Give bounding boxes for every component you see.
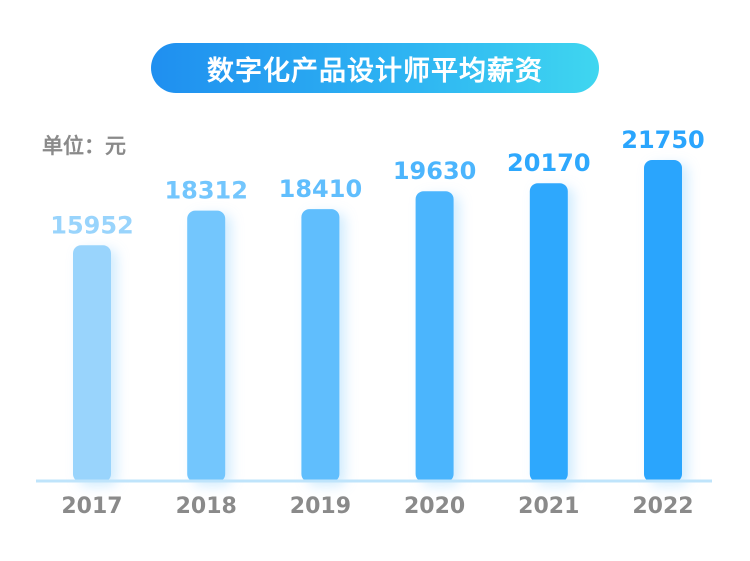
value-label-2018: 18312 <box>164 177 248 205</box>
x-tick-label-2018: 2018 <box>176 494 237 519</box>
x-tick-label-2021: 2021 <box>518 494 579 519</box>
x-tick-label-2019: 2019 <box>290 494 351 519</box>
bar-2020 <box>415 191 454 482</box>
chart-title-banner: 数字化产品设计师平均薪资 <box>151 43 599 93</box>
unit-label: 单位：元 <box>42 134 126 158</box>
bar-2017 <box>73 245 111 482</box>
value-label-2022: 21750 <box>621 126 705 154</box>
value-label-2020: 19630 <box>393 157 477 185</box>
value-labels-layer: 15952 18312 18410 19630 20170 21750 <box>50 126 705 239</box>
bars-layer <box>73 160 682 482</box>
x-tick-label-2022: 2022 <box>632 494 693 519</box>
bar-2021 <box>529 183 568 482</box>
bar-2022 <box>644 160 682 482</box>
value-label-2019: 18410 <box>279 175 363 203</box>
value-label-2017: 15952 <box>50 211 134 239</box>
x-tick-labels-layer: 2017 2018 2019 2020 2021 2022 <box>61 494 693 519</box>
x-tick-label-2020: 2020 <box>404 494 465 519</box>
bar-2018 <box>187 210 226 482</box>
bar-2019 <box>301 209 340 482</box>
value-label-2021: 20170 <box>507 149 591 177</box>
chart-title: 数字化产品设计师平均薪资 <box>207 55 543 87</box>
x-tick-label-2017: 2017 <box>61 494 122 519</box>
